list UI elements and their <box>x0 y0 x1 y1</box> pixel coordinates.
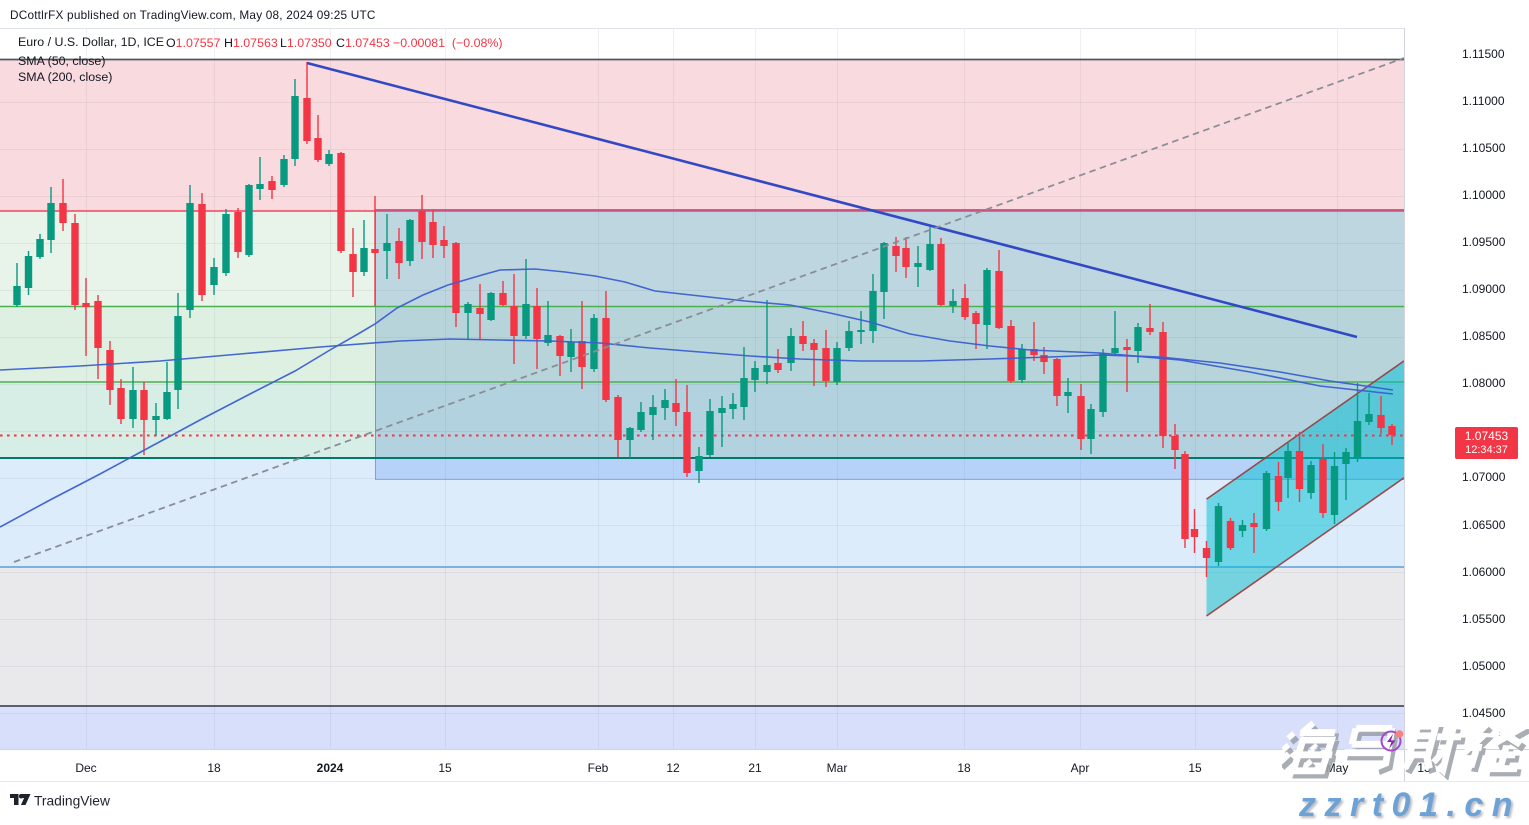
svg-text:TradingView: TradingView <box>34 794 110 809</box>
